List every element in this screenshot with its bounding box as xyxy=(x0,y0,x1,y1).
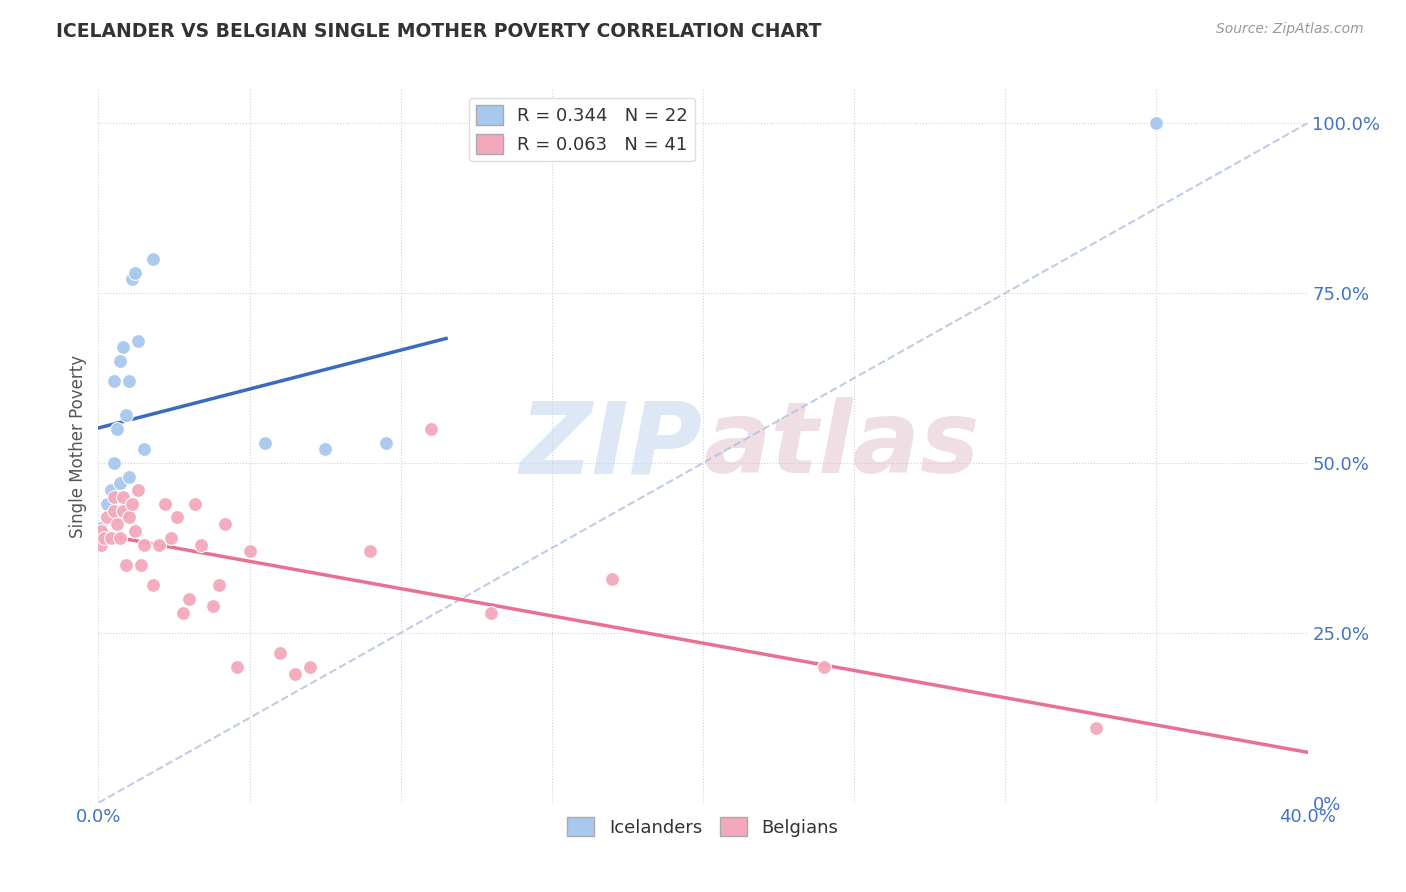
Point xyxy=(124,524,146,538)
Point xyxy=(602,572,624,586)
Point xyxy=(114,409,136,423)
Point xyxy=(190,537,212,551)
Point xyxy=(239,544,262,558)
Point xyxy=(118,510,141,524)
Point xyxy=(1144,116,1167,130)
Y-axis label: Single Mother Poverty: Single Mother Poverty xyxy=(69,354,87,538)
Text: ICELANDER VS BELGIAN SINGLE MOTHER POVERTY CORRELATION CHART: ICELANDER VS BELGIAN SINGLE MOTHER POVER… xyxy=(56,22,821,41)
Text: ZIP: ZIP xyxy=(520,398,703,494)
Point xyxy=(105,517,128,532)
Point xyxy=(103,375,125,389)
Point xyxy=(314,442,336,457)
Point xyxy=(299,660,322,674)
Point xyxy=(132,537,155,551)
Point xyxy=(253,435,276,450)
Point xyxy=(100,483,122,498)
Point xyxy=(160,531,183,545)
Point xyxy=(96,497,118,511)
Point xyxy=(148,537,170,551)
Point xyxy=(226,660,249,674)
Point xyxy=(118,375,141,389)
Point xyxy=(90,520,112,534)
Point xyxy=(481,606,503,620)
Point xyxy=(100,531,122,545)
Point xyxy=(103,503,125,517)
Point xyxy=(93,531,115,545)
Point xyxy=(105,422,128,436)
Point xyxy=(103,490,125,504)
Point xyxy=(108,531,131,545)
Point xyxy=(114,558,136,572)
Point xyxy=(111,503,134,517)
Point xyxy=(142,252,165,266)
Text: Source: ZipAtlas.com: Source: ZipAtlas.com xyxy=(1216,22,1364,37)
Point xyxy=(129,558,152,572)
Point xyxy=(90,524,112,538)
Point xyxy=(118,469,141,483)
Point xyxy=(124,266,146,280)
Point xyxy=(96,510,118,524)
Point xyxy=(374,435,396,450)
Text: atlas: atlas xyxy=(703,398,980,494)
Point xyxy=(166,510,188,524)
Point xyxy=(127,483,149,498)
Point xyxy=(284,666,307,681)
Point xyxy=(360,544,382,558)
Point xyxy=(132,442,155,457)
Point xyxy=(111,341,134,355)
Point xyxy=(179,591,201,606)
Point xyxy=(208,578,231,592)
Point xyxy=(214,517,236,532)
Point xyxy=(269,646,291,660)
Point xyxy=(127,334,149,348)
Point xyxy=(93,527,115,541)
Legend: Icelanders, Belgians: Icelanders, Belgians xyxy=(560,809,846,844)
Point xyxy=(184,497,207,511)
Point xyxy=(1085,721,1108,735)
Point xyxy=(172,606,194,620)
Point xyxy=(103,456,125,470)
Point xyxy=(121,272,143,286)
Point xyxy=(121,497,143,511)
Point xyxy=(111,490,134,504)
Point xyxy=(142,578,165,592)
Point xyxy=(813,660,835,674)
Point xyxy=(420,422,443,436)
Point xyxy=(90,537,112,551)
Point xyxy=(153,497,176,511)
Point xyxy=(202,599,225,613)
Point xyxy=(108,476,131,491)
Point xyxy=(108,354,131,368)
